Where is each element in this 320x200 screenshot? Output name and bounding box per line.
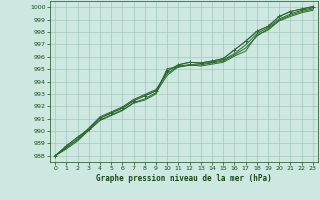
X-axis label: Graphe pression niveau de la mer (hPa): Graphe pression niveau de la mer (hPa) — [96, 174, 272, 183]
